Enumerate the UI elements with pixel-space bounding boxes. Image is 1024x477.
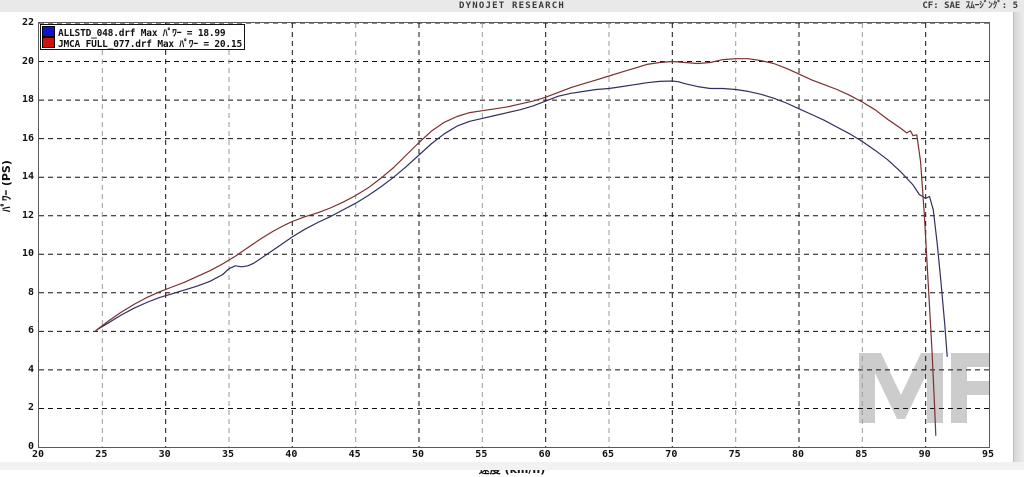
curve-series-1 xyxy=(95,80,948,357)
app-title: DYNOJET RESEARCH xyxy=(459,1,565,11)
y-axis-tick: 12 xyxy=(21,209,34,221)
legend-label-series-2: JMCA FULL_077.drf Max ﾊﾟﾜｰ = 20.15 xyxy=(58,38,242,50)
watermark xyxy=(859,353,989,423)
power-curves xyxy=(95,58,948,436)
y-axis-tick: 4 xyxy=(27,363,34,375)
y-axis-tick-labels: 0 2 4 6 8 10 12 14 16 18 20 22 xyxy=(0,17,34,452)
x-axis-tick: 20 xyxy=(31,449,45,460)
legend-swatch-series-1 xyxy=(42,26,55,37)
y-axis-tick: 14 xyxy=(21,171,34,183)
legend-item[interactable]: JMCA FULL_077.drf Max ﾊﾟﾜｰ = 20.15 xyxy=(42,37,242,50)
x-axis-tick: 70 xyxy=(665,449,678,460)
y-axis-title: ﾊﾟﾜｰ (PS) xyxy=(0,160,13,212)
right-rail xyxy=(1013,12,1024,470)
x-axis-tick-labels: 20 25 30 35 40 45 50 55 60 65 70 75 80 85 90 95 xyxy=(32,449,994,463)
correction-factor-info: CF: SAE ｽﾑｰｼﾞﾝｸﾞ: 5 xyxy=(922,1,1018,11)
y-axis-tick: 10 xyxy=(21,248,34,260)
x-axis-tick: 95 xyxy=(981,449,995,460)
x-axis-tick: 85 xyxy=(855,449,868,460)
y-axis-tick: 20 xyxy=(21,55,34,67)
x-axis-tick: 55 xyxy=(475,449,488,460)
y-axis-tick: 2 xyxy=(27,402,34,414)
x-axis-tick: 80 xyxy=(791,449,805,460)
y-axis-tick: 0 xyxy=(27,441,34,452)
chart-area: 0 2 4 6 8 10 12 14 16 18 20 22 ﾊﾟﾜｰ (PS) 20 25 30 35 40… xyxy=(0,12,1024,476)
y-axis-tick: 8 xyxy=(27,286,34,298)
legend-swatch-series-2 xyxy=(42,37,55,48)
x-axis-tick: 40 xyxy=(285,449,298,460)
plot-frame xyxy=(38,22,990,448)
y-axis-tick: 18 xyxy=(21,94,34,106)
y-axis-tick: 6 xyxy=(27,325,34,337)
y-axis-tick: 22 xyxy=(21,17,34,28)
x-axis-tick: 90 xyxy=(918,449,931,460)
x-axis-tick: 65 xyxy=(601,449,615,460)
grid-lines xyxy=(39,23,989,447)
x-axis-tick: 75 xyxy=(728,449,741,460)
x-axis-tick: 50 xyxy=(411,449,425,460)
legend: ALLSTD_048.drf Max ﾊﾟﾜｰ = 18.99 JMCA FUL… xyxy=(40,24,245,50)
x-axis-tick: 45 xyxy=(348,449,361,460)
x-axis-tick: 25 xyxy=(95,449,108,460)
x-axis-tick: 30 xyxy=(158,449,171,460)
x-axis-tick: 35 xyxy=(221,449,235,460)
legend-label-series-1: ALLSTD_048.drf Max ﾊﾟﾜｰ = 18.99 xyxy=(58,27,226,39)
bottom-rail xyxy=(0,462,1024,470)
x-axis-tick: 60 xyxy=(538,449,551,460)
curve-series-2 xyxy=(95,58,937,436)
y-axis-tick: 16 xyxy=(21,132,34,144)
legend-item[interactable]: ALLSTD_048.drf Max ﾊﾟﾜｰ = 18.99 xyxy=(42,26,242,39)
